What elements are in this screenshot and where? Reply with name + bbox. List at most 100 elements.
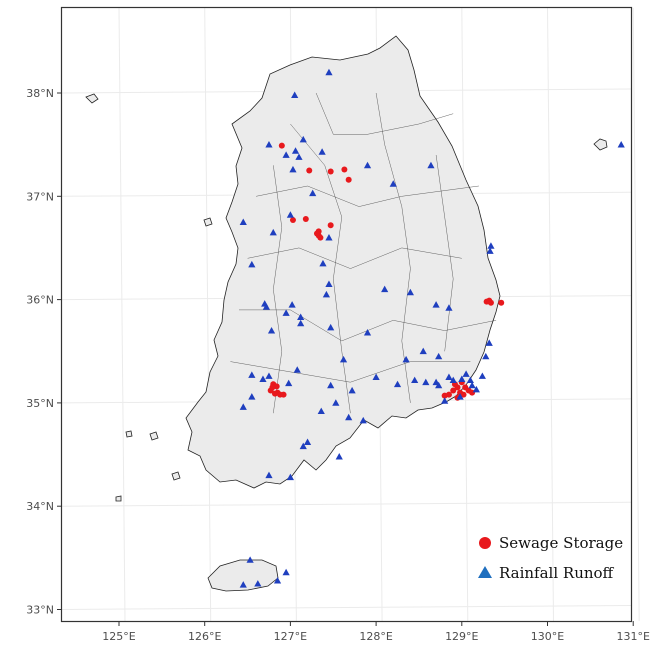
sewage-storage-point [306, 167, 313, 174]
legend-runoff-label: Rainfall Runoff [499, 564, 615, 582]
rainfall-runoff-point [485, 339, 493, 346]
y-tick-label: 33°N [26, 604, 54, 617]
rainfall-runoff-point [297, 313, 305, 321]
rainfall-runoff-point [282, 568, 290, 576]
x-tick-label: 125°E [102, 630, 135, 643]
rainfall-runoff-point [325, 280, 333, 287]
rainfall-runoff-point [462, 370, 470, 377]
x-tick-label: 127°E [274, 630, 307, 643]
rainfall-runoff-point [317, 407, 325, 415]
y-tick-label: 38°N [26, 87, 54, 100]
y-tick-label: 34°N [26, 500, 54, 513]
rainfall-runoff-point [432, 301, 440, 308]
rainfall-runoff-point [291, 147, 300, 154]
rainfall-runoff-point [273, 576, 282, 584]
rainfall-runoff-point [246, 556, 254, 563]
rainfall-runoff-point [441, 397, 449, 404]
sewage-storage-point [317, 234, 324, 241]
rainfall-runoff-point [269, 228, 277, 236]
rainfall-runoff-point [286, 211, 294, 218]
rainfall-runoff-point [262, 303, 271, 310]
island-sw2 [125, 430, 133, 438]
rainfall-runoff-point [295, 153, 303, 160]
rainfall-runoff-point [363, 161, 372, 169]
legend-sewage-label: Sewage Storage [499, 534, 623, 552]
rainfall-runoff-point [419, 347, 427, 355]
rainfall-runoff-point [472, 385, 480, 393]
rainfall-runoff-point [327, 381, 335, 389]
island-west [203, 217, 213, 227]
rainfall-runoff-point [282, 309, 290, 316]
sewage-storage-point [460, 391, 467, 398]
rainfall-runoff-point [468, 381, 476, 389]
sewage-storage-point [271, 390, 278, 397]
island-sw3 [115, 495, 122, 502]
rainfall-runoff-point [445, 373, 453, 380]
rainfall-runoff-point [291, 91, 299, 98]
rainfall-runoff-point [372, 373, 380, 380]
rainfall-runoff-point [435, 381, 443, 389]
x-tick-label: 130°E [531, 630, 564, 643]
data-points [239, 68, 625, 588]
rainfall-runoff-point [332, 399, 340, 406]
rainfall-runoff-point [322, 290, 330, 298]
grid-line-lon [632, 7, 640, 622]
rainfall-runoff-point [239, 403, 247, 410]
rainfall-runoff-point [486, 247, 494, 254]
y-tick-label: 36°N [26, 294, 54, 307]
rainfall-runoff-point [265, 471, 273, 479]
panel-border [60, 6, 633, 623]
rainfall-runoff-point [259, 375, 267, 383]
rainfall-runoff-point [282, 151, 290, 158]
rainfall-runoff-point [458, 375, 466, 383]
rainfall-runoff-point [478, 372, 486, 379]
rainfall-runoff-point [299, 135, 307, 143]
x-tick-label: 126°E [188, 630, 221, 643]
rainfall-runoff-point [359, 416, 367, 424]
rainfall-runoff-point [285, 379, 293, 387]
rainfall-runoff-point [617, 141, 625, 148]
grid-line-lon [547, 7, 554, 622]
rainfall-runoff-point [456, 393, 464, 400]
sewage-storage-point [345, 176, 352, 183]
rainfall-runoff-point [466, 376, 474, 384]
province-boundary [435, 154, 454, 352]
sewage-storage-point [450, 387, 457, 394]
sewage-storage-point [302, 216, 309, 223]
rainfall-runoff-point [248, 371, 256, 378]
rainfall-runoff-point [449, 376, 457, 384]
grid-line-lat [61, 605, 632, 610]
province-boundary [230, 361, 471, 383]
ulleung-island [593, 138, 608, 151]
rainfall-runoff-point [327, 323, 335, 331]
rainfall-runoff-point [286, 473, 294, 481]
sewage-storage-point [278, 142, 285, 149]
province-boundary [247, 247, 462, 269]
rainfall-runoff-point [289, 165, 297, 173]
sewage-storage-point [441, 392, 448, 399]
rainfall-runoff-point [348, 386, 356, 394]
rainfall-runoff-point [427, 161, 435, 169]
rainfall-runoff-point [435, 352, 443, 360]
rainfall-runoff-point [309, 189, 317, 197]
rainfall-runoff-point [411, 376, 419, 384]
rainfall-runoff-point [248, 393, 256, 400]
rainfall-runoff-point [381, 285, 389, 293]
island-southwest [149, 431, 159, 441]
rainfall-runoff-point [297, 319, 305, 327]
rainfall-runoff-point [254, 580, 262, 587]
grid-line-lon [118, 7, 126, 622]
rainfall-runoff-point [445, 304, 453, 311]
legend: Sewage Storage Rainfall Runoff [478, 534, 623, 582]
province-boundary [375, 92, 411, 403]
rainfall-runoff-point [319, 259, 327, 267]
y-tick-label: 37°N [26, 190, 54, 203]
sewage-storage-point [341, 166, 348, 173]
province-boundary [315, 92, 454, 135]
rainfall-runoff-point [288, 301, 296, 308]
rainfall-runoff-point [293, 366, 301, 373]
rainfall-runoff-point [318, 148, 326, 155]
province-boundary [273, 165, 283, 414]
rainfall-runoff-point [325, 68, 333, 76]
x-tick-label: 129°E [445, 630, 478, 643]
